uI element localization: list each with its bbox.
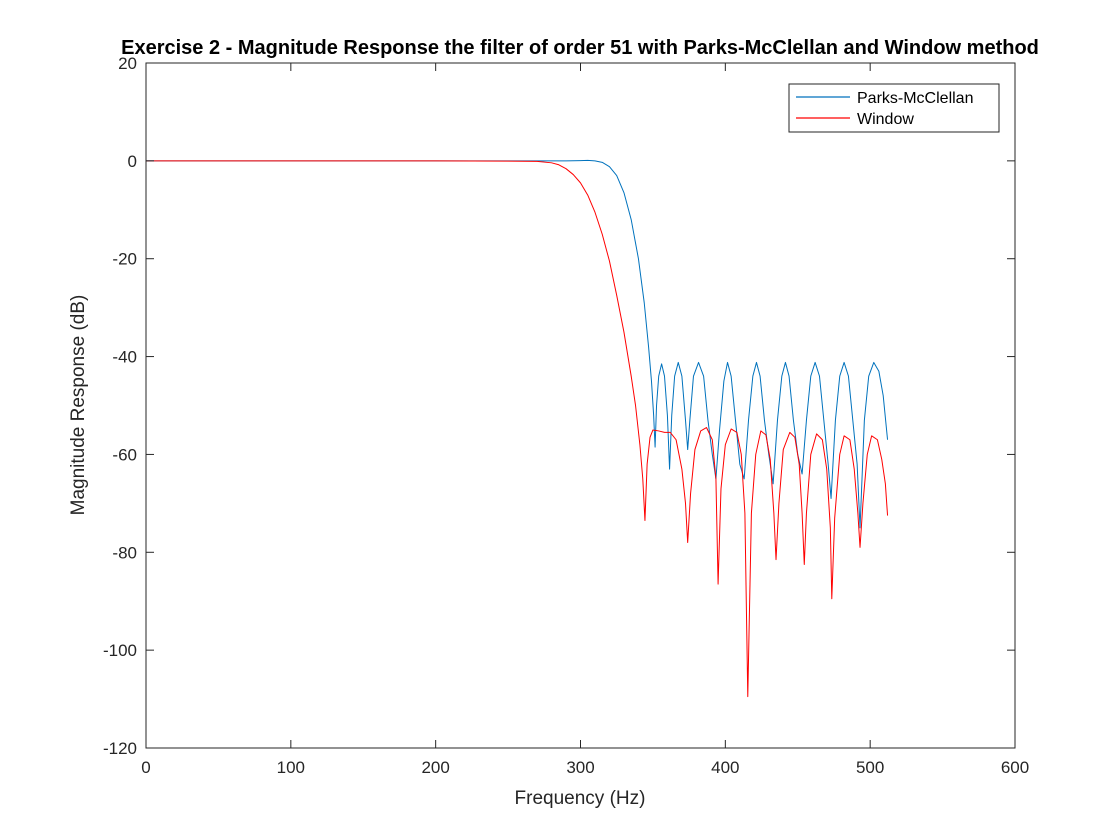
series-line-window (146, 160, 889, 698)
y-axis-label: Magnitude Response (dB) (68, 295, 89, 516)
x-tick-label: 400 (711, 758, 739, 777)
y-tick-label: -60 (112, 445, 137, 464)
x-tick-label: 200 (421, 758, 449, 777)
series-line-parks-mcclellan (146, 159, 889, 529)
legend-box (788, 83, 1000, 133)
x-tick-label: 300 (566, 758, 594, 777)
y-tick-label: -120 (103, 739, 137, 758)
legend: Parks-McClellan Window (788, 83, 1000, 133)
x-axis-label: Frequency (Hz) (515, 788, 646, 809)
y-tick-label: -80 (112, 543, 137, 562)
x-tick-label: 600 (1001, 758, 1029, 777)
x-tick-label: 0 (141, 758, 150, 777)
y-tick-label: -20 (112, 250, 137, 269)
legend-label-window: Window (857, 111, 914, 128)
y-tick-label: -100 (103, 641, 137, 660)
y-tick-label: 20 (118, 54, 137, 73)
tick-layer: 0 100 200 300 400 500 600 -120 -100 -80 -60 -40 -20 0… (103, 54, 1029, 777)
y-tick-label: -40 (112, 348, 137, 367)
series-layer (146, 159, 889, 698)
y-tick-label: 0 (128, 152, 137, 171)
chart-title: Exercise 2 - Magnitude Response the filt… (121, 37, 1039, 59)
legend-label-parks-mcclellan: Parks-McClellan (857, 90, 973, 107)
x-tick-label: 500 (856, 758, 884, 777)
plot-area: 0 100 200 300 400 500 600 -120 -100 -80 -60 -40 -20 0… (103, 54, 1029, 777)
x-tick-label: 100 (277, 758, 305, 777)
